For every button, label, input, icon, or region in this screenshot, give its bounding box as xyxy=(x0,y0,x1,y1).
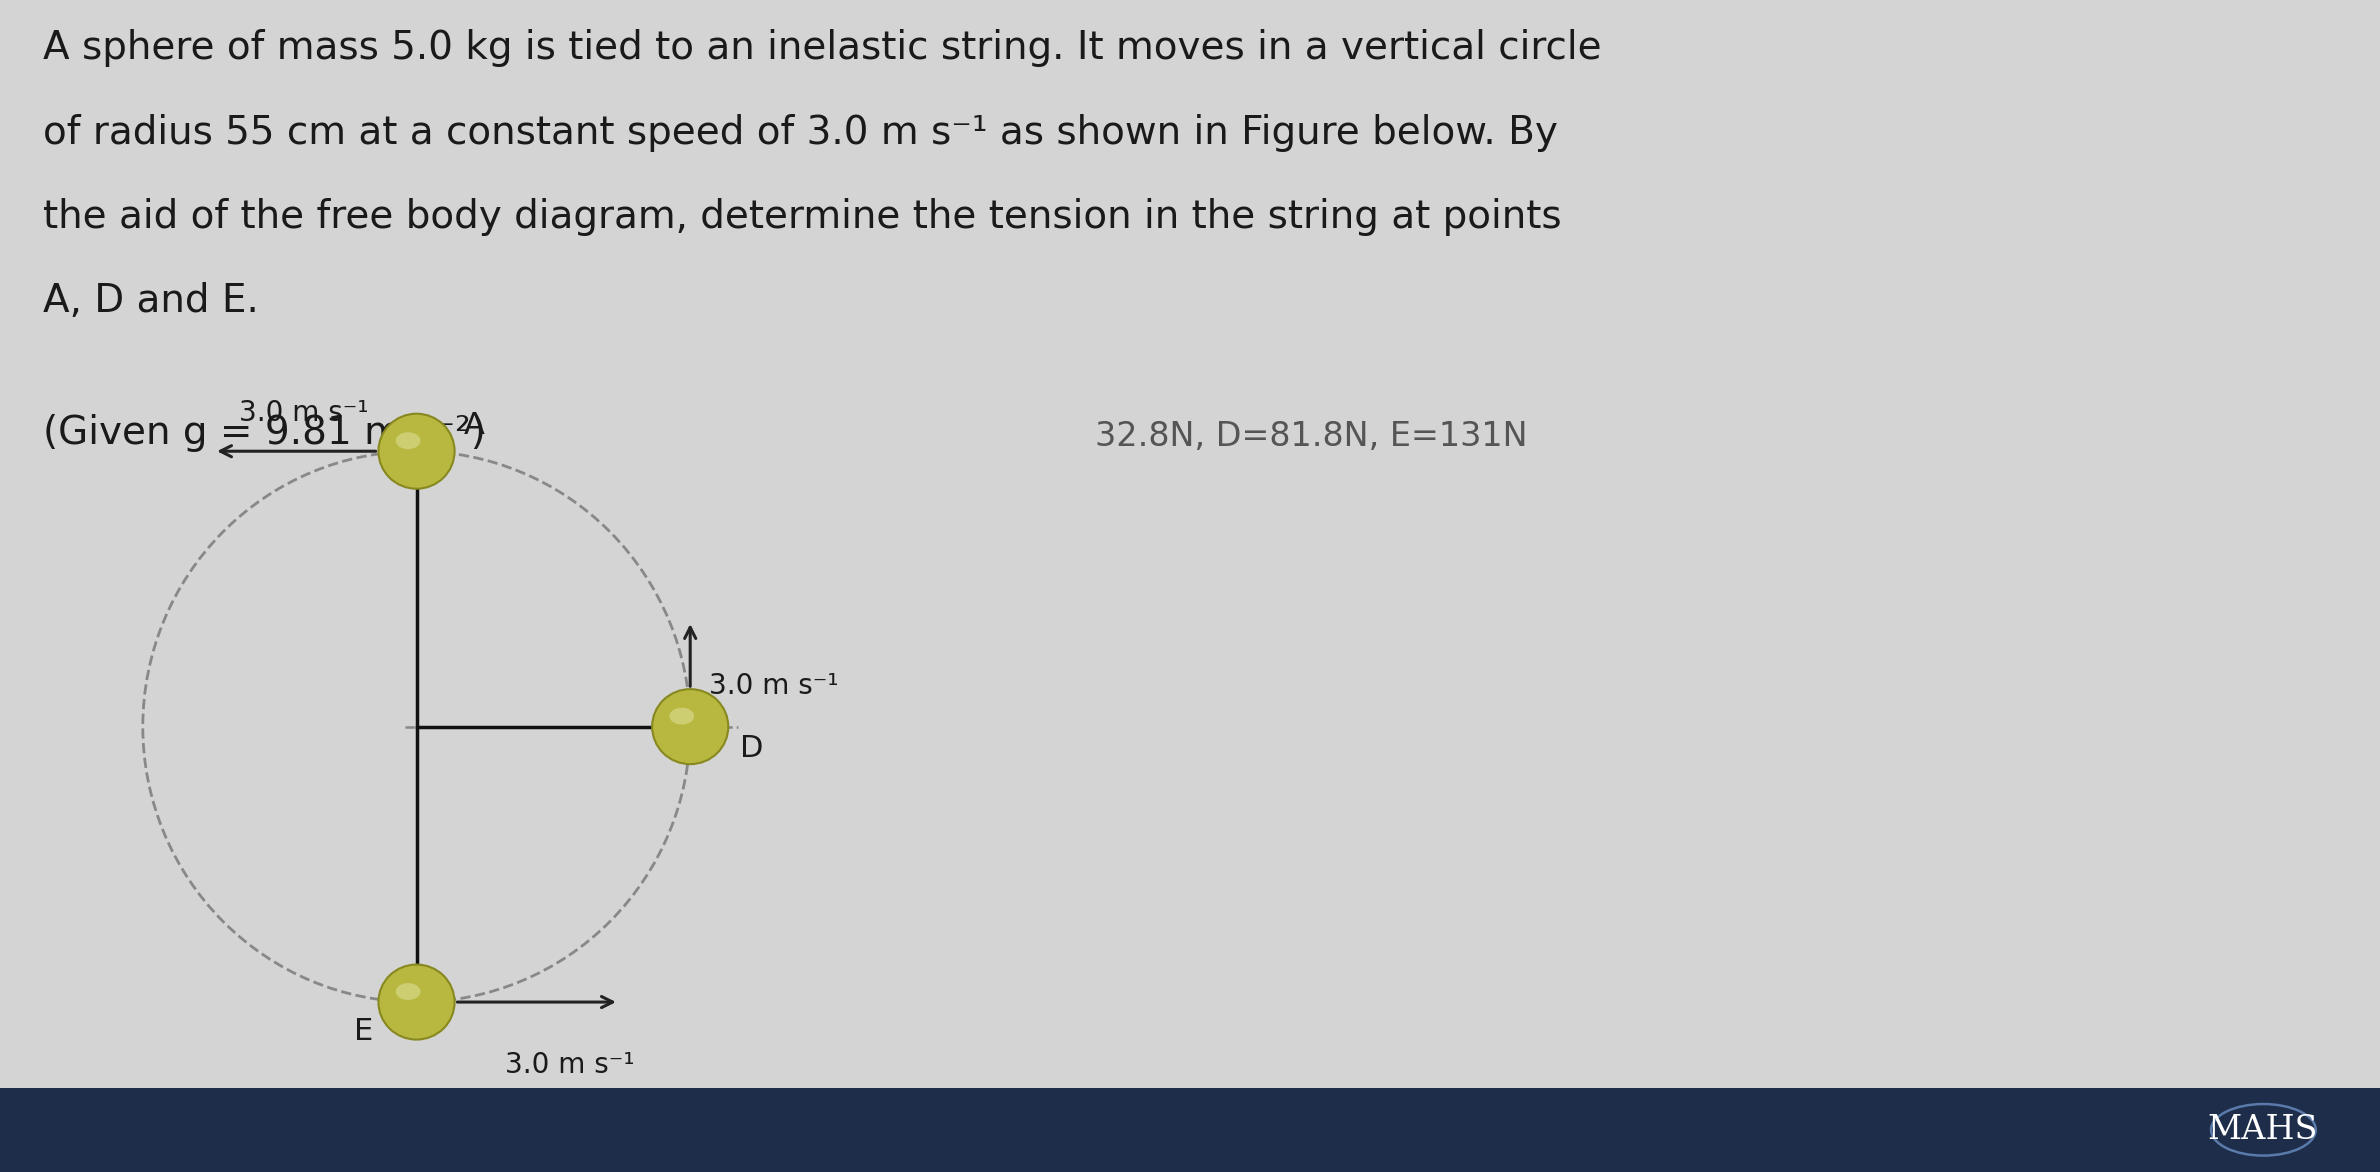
Text: MAHS: MAHS xyxy=(2209,1113,2318,1146)
Text: 3.0 m s⁻¹: 3.0 m s⁻¹ xyxy=(238,398,369,427)
Text: A, D and E.: A, D and E. xyxy=(43,282,259,320)
Text: A sphere of mass 5.0 kg is tied to an inelastic string. It moves in a vertical c: A sphere of mass 5.0 kg is tied to an in… xyxy=(43,29,1602,67)
Ellipse shape xyxy=(395,432,421,449)
Text: of radius 55 cm at a constant speed of 3.0 m s⁻¹ as shown in Figure below. By: of radius 55 cm at a constant speed of 3… xyxy=(43,114,1559,151)
Text: A: A xyxy=(464,411,486,440)
Text: E: E xyxy=(355,1017,374,1047)
Ellipse shape xyxy=(378,965,455,1040)
Ellipse shape xyxy=(652,689,728,764)
Text: the aid of the free body diagram, determine the tension in the string at points: the aid of the free body diagram, determ… xyxy=(43,198,1561,236)
Ellipse shape xyxy=(395,983,421,1000)
Bar xyxy=(0,1088,2380,1172)
Circle shape xyxy=(2211,1104,2316,1156)
Text: 32.8N, D=81.8N, E=131N: 32.8N, D=81.8N, E=131N xyxy=(1095,420,1528,452)
Text: 3.0 m s⁻¹: 3.0 m s⁻¹ xyxy=(709,672,838,700)
Text: 3.0 m s⁻¹: 3.0 m s⁻¹ xyxy=(505,1051,635,1079)
Text: D: D xyxy=(740,734,764,763)
Ellipse shape xyxy=(378,414,455,489)
Text: (Given g = 9.81 ms ⁻²): (Given g = 9.81 ms ⁻²) xyxy=(43,414,486,451)
Ellipse shape xyxy=(669,708,695,724)
